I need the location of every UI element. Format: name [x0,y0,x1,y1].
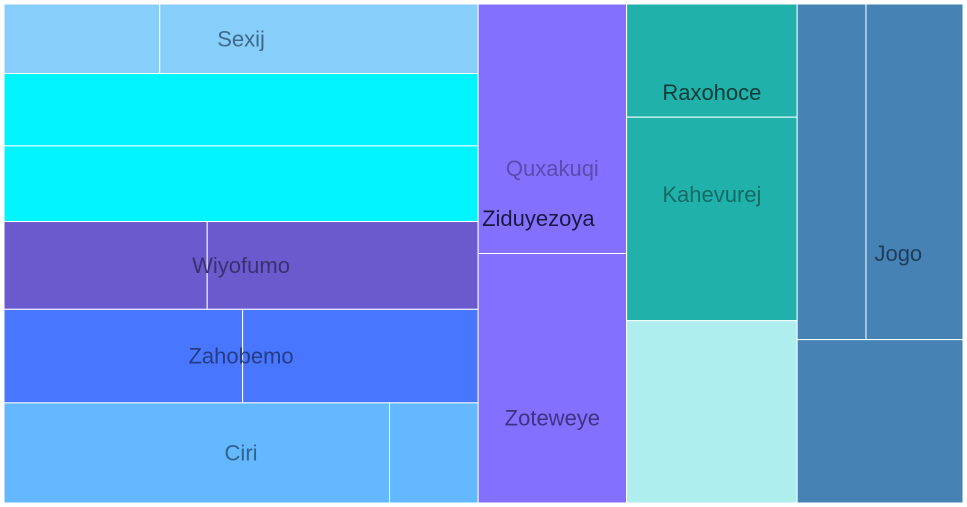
cell-label: Zoteweye [505,406,600,431]
group-label: Sexij [217,26,265,51]
treemap-cell [159,3,479,74]
treemap-cell [3,308,244,404]
treemap-cell [3,145,479,223]
treemap-cell [206,221,479,310]
treemap-cell [626,116,798,322]
treemap-cells [3,3,964,504]
cell-label: Quxakuqi [506,156,599,181]
cell-label: Kahevurej [662,182,761,207]
group-label: Ciri [225,440,258,465]
treemap-cell [477,3,628,254]
treemap-labels: Sexij Wiyofumo Zahobemo Ciri Quxakuqi Zotewey… [188,26,922,465]
treemap-cell [626,320,798,504]
treemap-cell [3,221,208,310]
group-label: Raxohoce [662,80,761,105]
treemap-cell [796,339,964,504]
treemap-cell [796,3,867,341]
treemap-cell [3,72,479,147]
treemap-cell [242,308,479,404]
group-label: Zahobemo [188,344,293,369]
treemap-cell [3,3,161,74]
group-label: Ziduyezoya [482,206,595,231]
treemap-cell [865,3,964,341]
treemap-cell [389,402,479,504]
treemap-cell [626,3,798,118]
treemap-cell [3,402,391,504]
group-label: Jogo [874,241,922,266]
group-label: Wiyofumo [192,253,290,278]
treemap-cell [477,253,628,504]
